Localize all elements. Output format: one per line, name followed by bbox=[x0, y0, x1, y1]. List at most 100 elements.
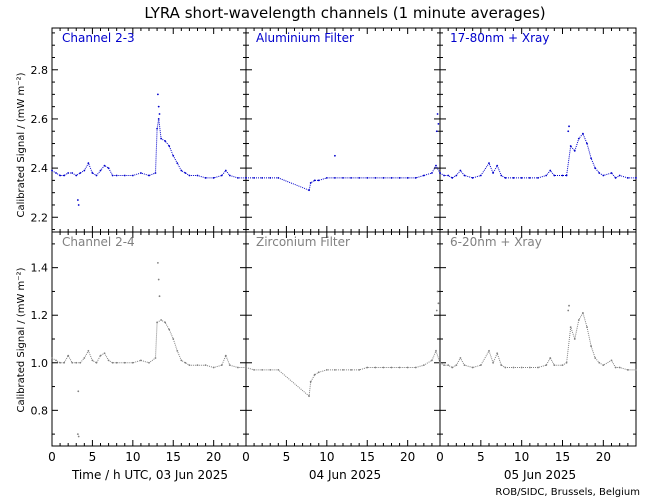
data-point bbox=[176, 162, 179, 165]
data-point bbox=[317, 371, 320, 374]
data-point bbox=[180, 359, 183, 362]
data-point bbox=[594, 357, 597, 359]
data-point bbox=[488, 162, 490, 165]
x-tick-label: 0 bbox=[48, 450, 56, 464]
data-point bbox=[148, 174, 150, 177]
data-point bbox=[83, 357, 86, 359]
data-point bbox=[463, 364, 466, 367]
spike-point bbox=[334, 154, 336, 157]
signal-series-bottom-0 bbox=[51, 319, 246, 369]
data-point bbox=[75, 361, 78, 364]
data-point bbox=[545, 364, 548, 367]
data-point bbox=[67, 172, 70, 174]
data-point bbox=[610, 172, 613, 174]
panel-frame-bottom-2 bbox=[439, 231, 637, 447]
data-point bbox=[358, 177, 361, 179]
data-point bbox=[309, 181, 312, 184]
data-point bbox=[512, 177, 515, 179]
data-point bbox=[176, 349, 179, 352]
data-point bbox=[549, 357, 552, 359]
x-tick-label: 10 bbox=[125, 450, 140, 464]
data-point bbox=[537, 366, 539, 369]
data-point bbox=[224, 354, 227, 357]
data-point bbox=[103, 164, 106, 167]
spike-point bbox=[156, 262, 159, 264]
data-point bbox=[451, 177, 454, 179]
data-point bbox=[569, 145, 572, 147]
data-point bbox=[342, 369, 344, 371]
data-point bbox=[168, 145, 171, 147]
data-point bbox=[95, 361, 98, 364]
data-point bbox=[277, 177, 280, 179]
data-point bbox=[455, 364, 458, 367]
data-point bbox=[75, 174, 78, 177]
data-point bbox=[500, 174, 503, 177]
data-point bbox=[180, 169, 183, 172]
x-tick-label: 15 bbox=[360, 450, 375, 464]
data-point bbox=[414, 177, 417, 179]
data-point bbox=[123, 174, 126, 177]
data-point bbox=[582, 132, 584, 135]
spike-point bbox=[435, 130, 438, 133]
data-point bbox=[313, 179, 316, 182]
y-tick-label: 2.4 bbox=[31, 162, 49, 175]
y-tick-label: 2.2 bbox=[31, 211, 49, 224]
data-point bbox=[573, 149, 576, 152]
x-tick-label: 10 bbox=[514, 450, 529, 464]
panel-label: Aluminium Filter bbox=[256, 31, 354, 45]
data-point bbox=[435, 349, 437, 352]
data-point bbox=[366, 366, 369, 369]
data-point bbox=[87, 162, 90, 165]
x-tick-label: 20 bbox=[400, 450, 415, 464]
data-point bbox=[366, 177, 369, 179]
data-point bbox=[154, 357, 157, 359]
data-point bbox=[220, 364, 223, 367]
panel-label: 17-80nm + Xray bbox=[450, 31, 549, 45]
data-point bbox=[586, 326, 588, 329]
data-point bbox=[334, 369, 336, 371]
data-point bbox=[164, 140, 167, 142]
data-point bbox=[635, 177, 637, 179]
panel-frame-bottom-0 bbox=[51, 231, 247, 447]
data-point bbox=[390, 366, 393, 369]
data-point bbox=[602, 174, 605, 177]
y-tick-label: 1.4 bbox=[31, 262, 49, 275]
data-point bbox=[160, 319, 163, 321]
data-point bbox=[212, 366, 215, 369]
data-point bbox=[184, 172, 187, 174]
x-tick-label: 5 bbox=[477, 450, 485, 464]
data-point bbox=[188, 364, 191, 367]
spike-point bbox=[76, 199, 79, 201]
data-point bbox=[253, 177, 255, 179]
panel-label: 6-20nm + Xray bbox=[450, 235, 542, 249]
data-point bbox=[471, 366, 474, 369]
data-point bbox=[188, 174, 191, 177]
data-point bbox=[111, 361, 114, 364]
data-point bbox=[504, 177, 507, 179]
data-point bbox=[382, 366, 385, 369]
data-point bbox=[577, 137, 580, 140]
data-point bbox=[228, 364, 231, 367]
data-point bbox=[573, 338, 576, 340]
x-tick-label: 10 bbox=[319, 450, 334, 464]
y-tick-label: 0.8 bbox=[31, 404, 49, 417]
data-point bbox=[422, 364, 425, 367]
data-point bbox=[196, 364, 199, 367]
data-point bbox=[154, 172, 157, 174]
data-point bbox=[545, 174, 548, 177]
y-axis-label-top: Calibrated Signal / (mW m⁻²) bbox=[16, 72, 27, 217]
panel-frame-top-2 bbox=[439, 27, 637, 233]
data-point bbox=[71, 361, 74, 364]
spike-point bbox=[157, 278, 160, 281]
data-point bbox=[512, 366, 515, 369]
data-point bbox=[196, 174, 199, 177]
signal-series-top-0 bbox=[51, 118, 246, 179]
data-point bbox=[107, 359, 110, 362]
x-tick-label: 0 bbox=[242, 450, 250, 464]
data-point bbox=[140, 359, 142, 362]
data-point bbox=[390, 177, 393, 179]
spike-point bbox=[156, 93, 159, 96]
signal-series-bottom-2 bbox=[439, 311, 636, 371]
data-point bbox=[160, 137, 163, 140]
x-axis-label-day1: Time / h UTC, 03 Jun 2025 bbox=[71, 468, 228, 482]
